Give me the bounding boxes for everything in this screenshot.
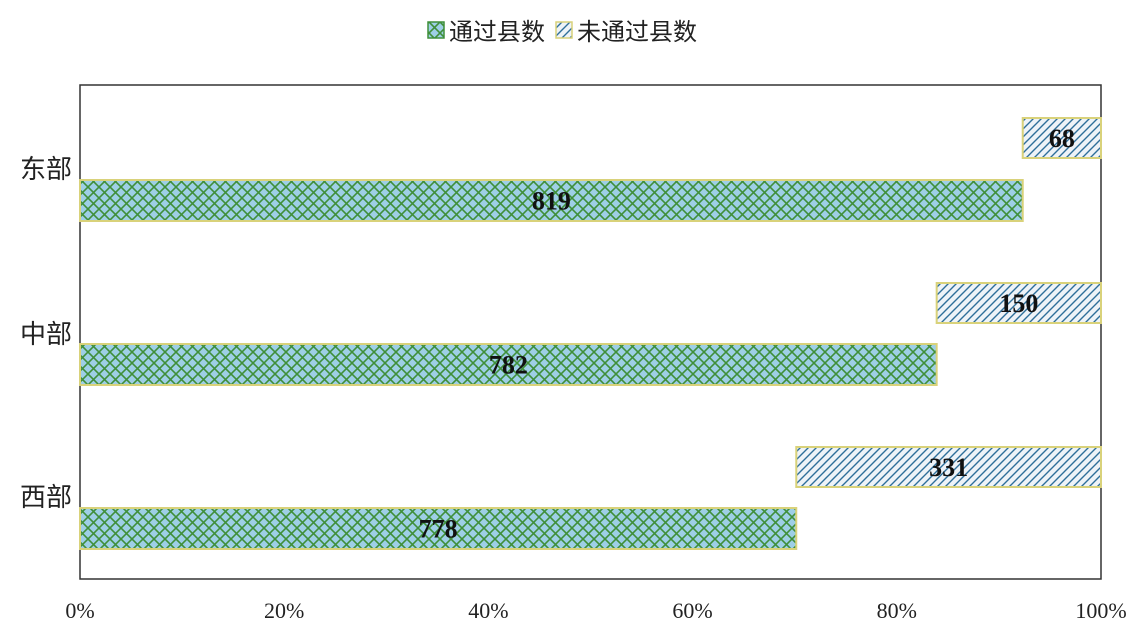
- data-label-passed-east: 819: [532, 187, 571, 216]
- data-labels: 819 68 782 150 778 331: [419, 124, 1075, 544]
- x-tick-label: 40%: [468, 598, 508, 623]
- data-label-passed-central: 782: [489, 351, 528, 380]
- value-axis: 0% 20% 40% 60% 80% 100%: [65, 598, 1126, 623]
- bar-passed-central: [79, 343, 938, 386]
- data-label-passed-west: 778: [419, 515, 458, 544]
- plot-area: [79, 84, 1102, 580]
- legend-swatch-failed: [555, 21, 573, 39]
- bar-series-group: [79, 117, 1102, 550]
- legend: 通过县数 未通过县数: [427, 18, 697, 46]
- bar-passed-east: [79, 179, 1024, 222]
- data-label-failed-west: 331: [929, 453, 968, 482]
- category-label-central: 中部: [20, 320, 72, 350]
- legend-item-passed: 通过县数: [427, 18, 545, 46]
- x-tick-label: 0%: [65, 598, 94, 623]
- data-label-failed-east: 68: [1049, 124, 1075, 153]
- bar-failed-central: [935, 282, 1102, 324]
- bar-failed-west: [795, 446, 1102, 488]
- legend-label-failed: 未通过县数: [577, 18, 697, 46]
- x-tick-label: 80%: [877, 598, 917, 623]
- bar-failed-east: [1021, 117, 1102, 159]
- category-label-east: 东部: [20, 155, 72, 185]
- legend-label-passed: 通过县数: [449, 18, 545, 46]
- category-axis: 东部 中部 西部: [20, 155, 72, 513]
- x-tick-label: 20%: [264, 598, 304, 623]
- category-label-west: 西部: [20, 483, 72, 513]
- bar-passed-west: [79, 507, 798, 550]
- data-label-failed-central: 150: [999, 289, 1038, 318]
- x-tick-label: 60%: [672, 598, 712, 623]
- legend-swatch-passed: [427, 21, 445, 39]
- x-tick-label: 100%: [1075, 598, 1126, 623]
- legend-item-failed: 未通过县数: [555, 18, 697, 46]
